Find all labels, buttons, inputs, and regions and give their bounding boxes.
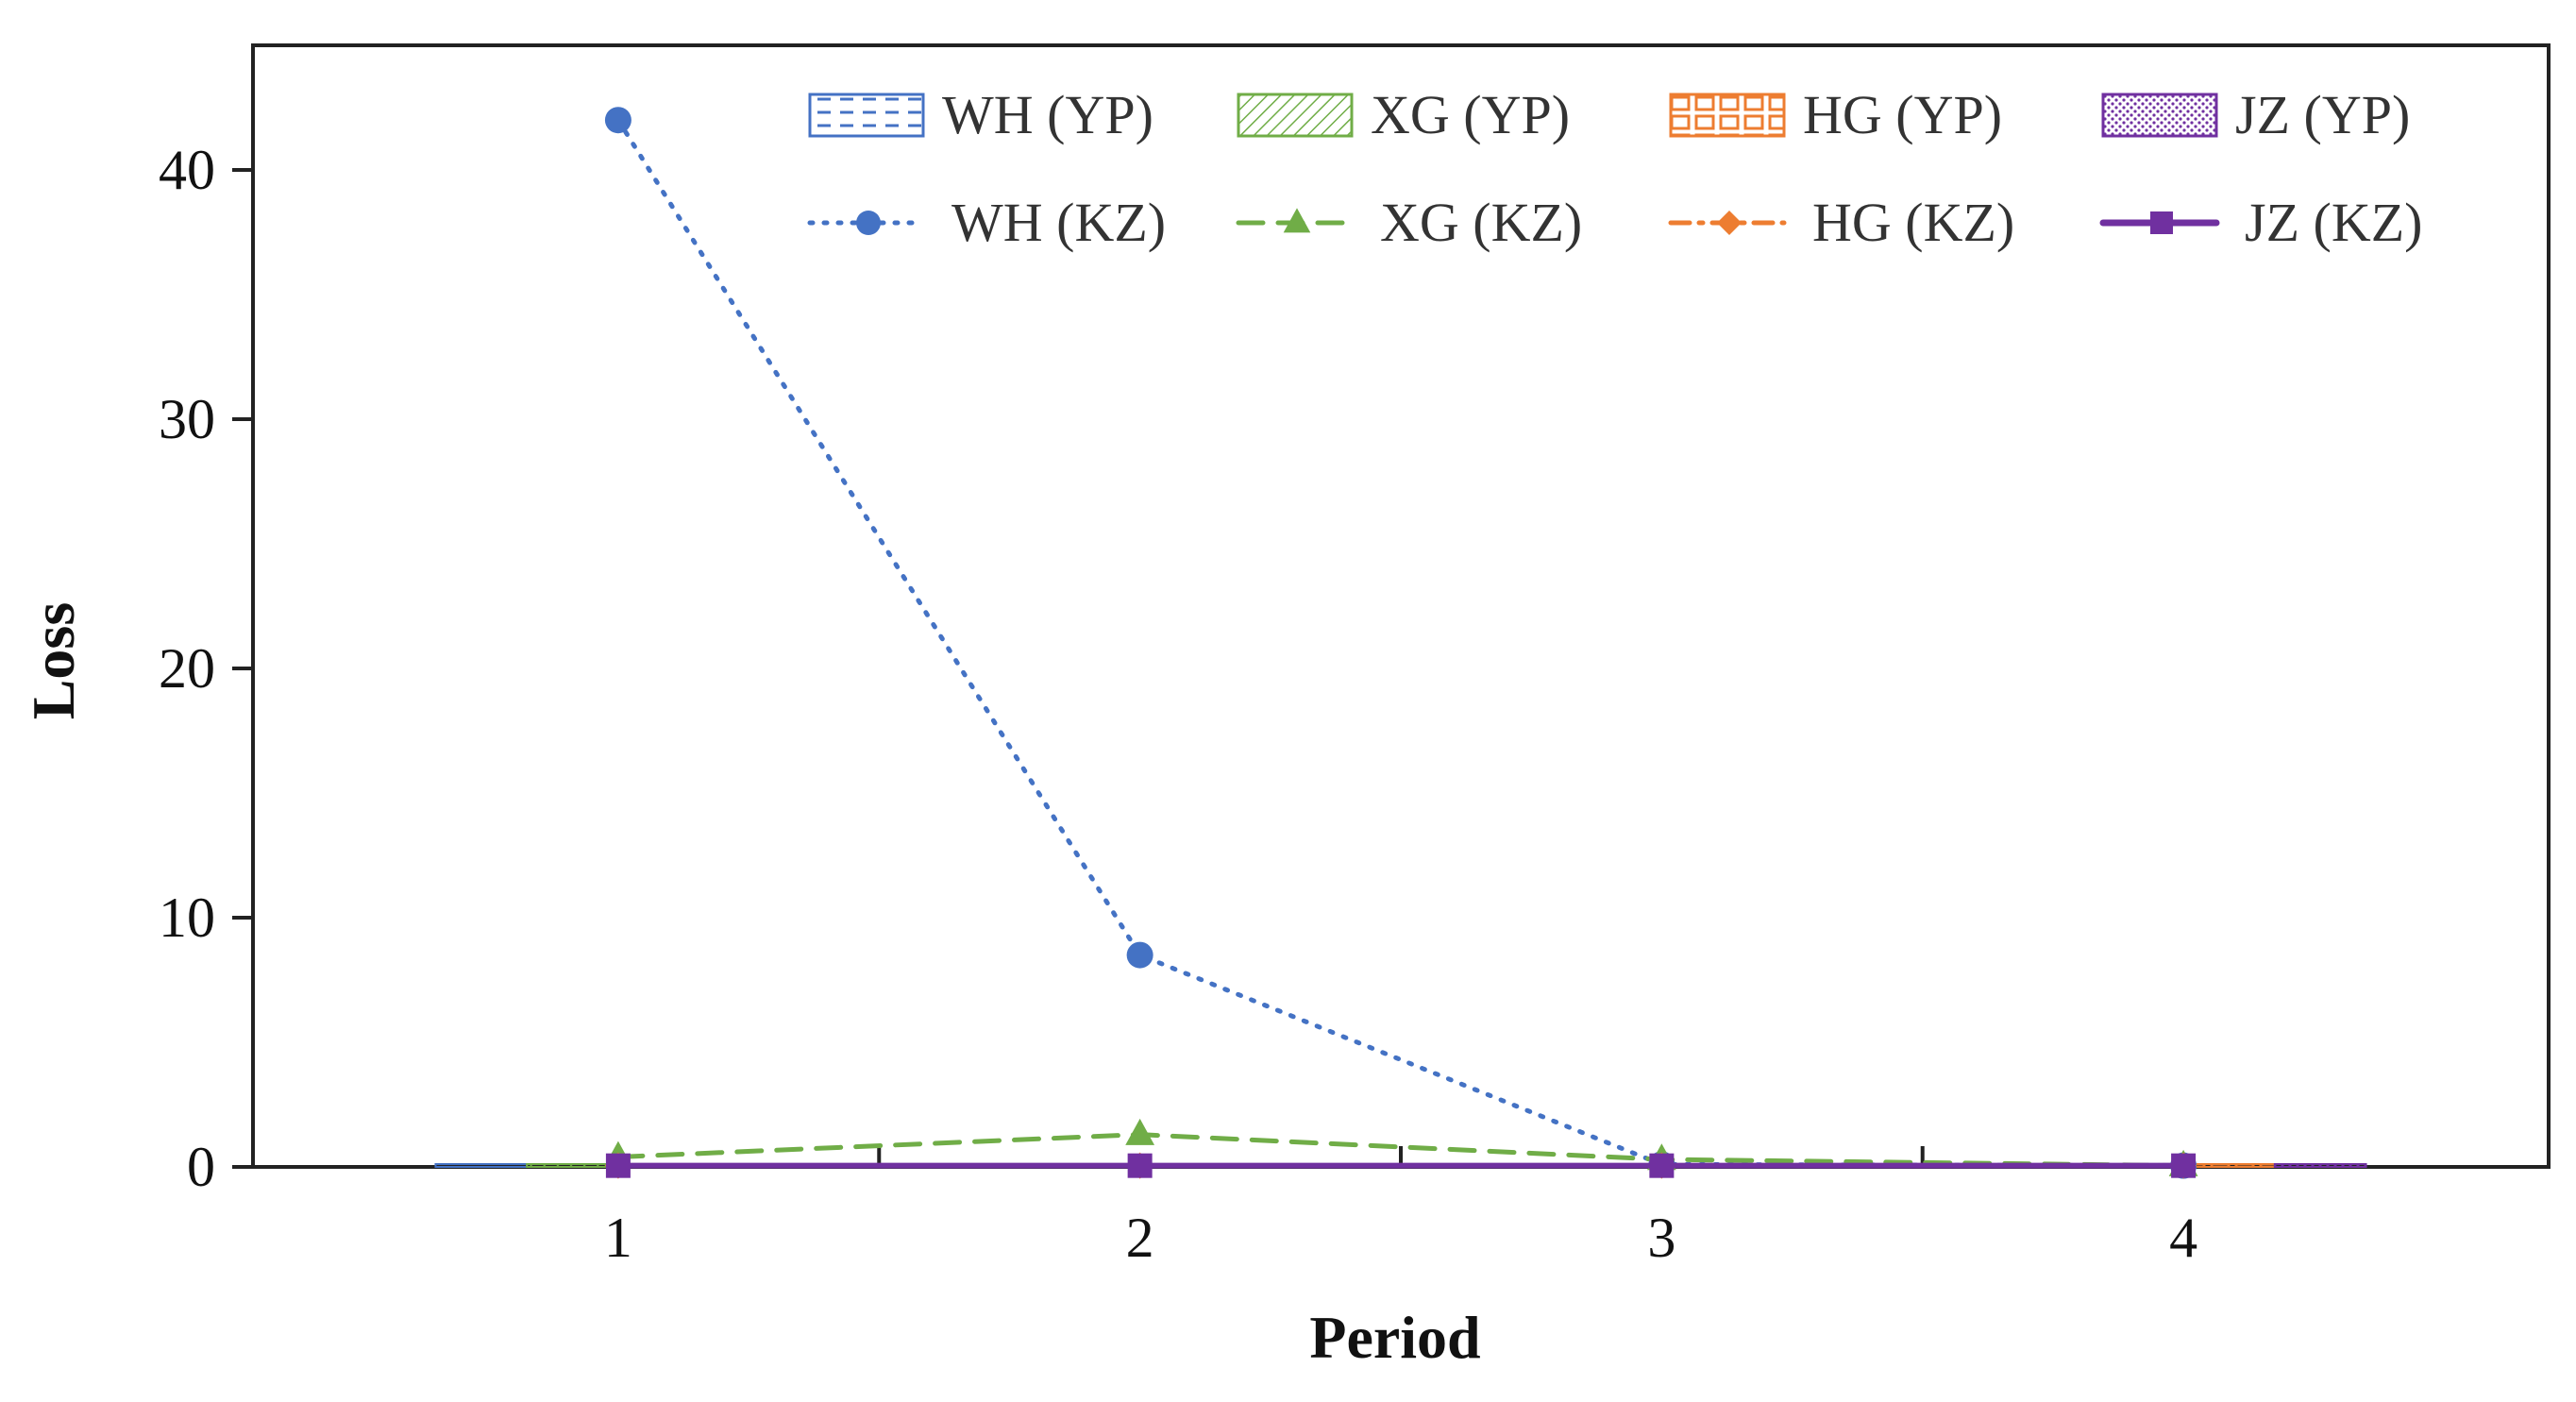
x-tick-label: 4 <box>2169 1207 2197 1269</box>
y-axis-title: Loss <box>20 602 87 720</box>
y-axis: 0 10 20 30 40 <box>159 139 253 1198</box>
marker <box>1126 941 1153 969</box>
legend-swatch <box>1669 93 1786 138</box>
y-tick-label: 40 <box>159 139 215 201</box>
marker <box>2150 211 2173 234</box>
y-tick-label: 20 <box>159 637 215 700</box>
y-tick-label: 10 <box>159 887 215 949</box>
legend-swatch <box>1237 93 1354 138</box>
x-tick-label: 1 <box>604 1207 632 1269</box>
series-line <box>615 1132 2186 1169</box>
legend-label: XG (KZ) <box>1380 192 1582 253</box>
marker <box>1283 208 1311 233</box>
bar <box>434 1163 529 1168</box>
series-line <box>615 117 2186 1169</box>
y-tick-label: 0 <box>187 1136 215 1198</box>
x-tick-label: 3 <box>1647 1207 1675 1269</box>
line-series <box>604 107 2197 1179</box>
y-tick-label: 30 <box>159 388 215 450</box>
marker <box>1125 1118 1155 1145</box>
marker <box>605 1153 631 1178</box>
marker <box>604 107 631 134</box>
legend-swatch <box>2101 93 2218 138</box>
legend-label: HG (YP) <box>1803 84 2002 145</box>
marker <box>2171 1153 2197 1178</box>
x-axis: 1 2 3 4 <box>604 1146 2197 1269</box>
legend-label: WH (YP) <box>942 84 1153 145</box>
bar <box>2273 1163 2367 1168</box>
marker <box>1717 211 1742 235</box>
bar <box>2182 1163 2276 1168</box>
legend: WH (YP) XG (YP) HG (YP) JZ (YP) WH (KZ) XG (K… <box>807 84 2422 253</box>
legend-label: XG (YP) <box>1371 84 1570 145</box>
legend-swatch <box>808 93 925 138</box>
marker <box>1127 1153 1153 1178</box>
x-axis-title: Period <box>1309 1304 1480 1371</box>
legend-label: HG (KZ) <box>1812 192 2014 253</box>
legend-label: WH (KZ) <box>951 192 1166 253</box>
legend-label: JZ (KZ) <box>2245 192 2422 253</box>
legend-label: JZ (YP) <box>2235 84 2410 145</box>
line-series-group <box>603 107 2198 1179</box>
x-tick-label: 2 <box>1126 1207 1154 1269</box>
line-series <box>605 1153 2197 1178</box>
marker <box>1649 1153 1675 1178</box>
marker <box>856 211 881 235</box>
